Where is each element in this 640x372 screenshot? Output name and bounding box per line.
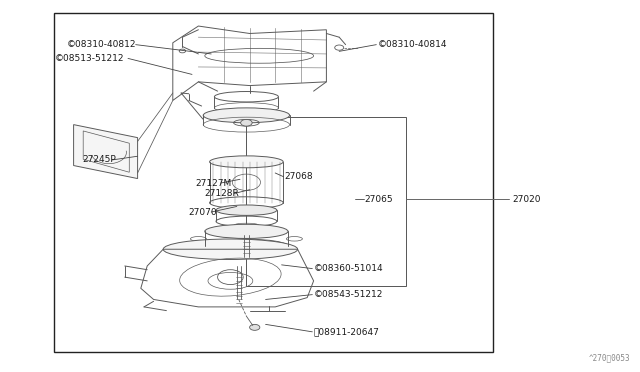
- Polygon shape: [74, 125, 138, 179]
- Circle shape: [241, 119, 252, 126]
- Ellipse shape: [205, 224, 288, 238]
- Ellipse shape: [163, 239, 298, 260]
- Text: ©08360-51014: ©08360-51014: [314, 264, 383, 273]
- Text: ^270ィ0053: ^270ィ0053: [589, 354, 630, 363]
- Text: 27128R: 27128R: [205, 189, 239, 198]
- Text: ©08543-51212: ©08543-51212: [314, 290, 383, 299]
- Text: 27245P: 27245P: [82, 155, 116, 164]
- Ellipse shape: [204, 108, 290, 123]
- Text: ©08310-40812: ©08310-40812: [67, 40, 137, 49]
- Text: ⓝ08911-20647: ⓝ08911-20647: [314, 327, 380, 336]
- Bar: [54, 13, 493, 352]
- Text: 27068: 27068: [285, 172, 314, 181]
- Text: 27020: 27020: [512, 195, 541, 203]
- Bar: [246, 117, 406, 286]
- Ellipse shape: [216, 205, 277, 215]
- Text: 27070: 27070: [189, 208, 218, 217]
- Text: ©08310-40814: ©08310-40814: [378, 40, 447, 49]
- Text: 27127M: 27127M: [195, 179, 232, 187]
- Text: ©08513-51212: ©08513-51212: [54, 54, 124, 63]
- Text: 27065: 27065: [365, 195, 394, 203]
- Ellipse shape: [210, 156, 283, 168]
- Circle shape: [250, 324, 260, 330]
